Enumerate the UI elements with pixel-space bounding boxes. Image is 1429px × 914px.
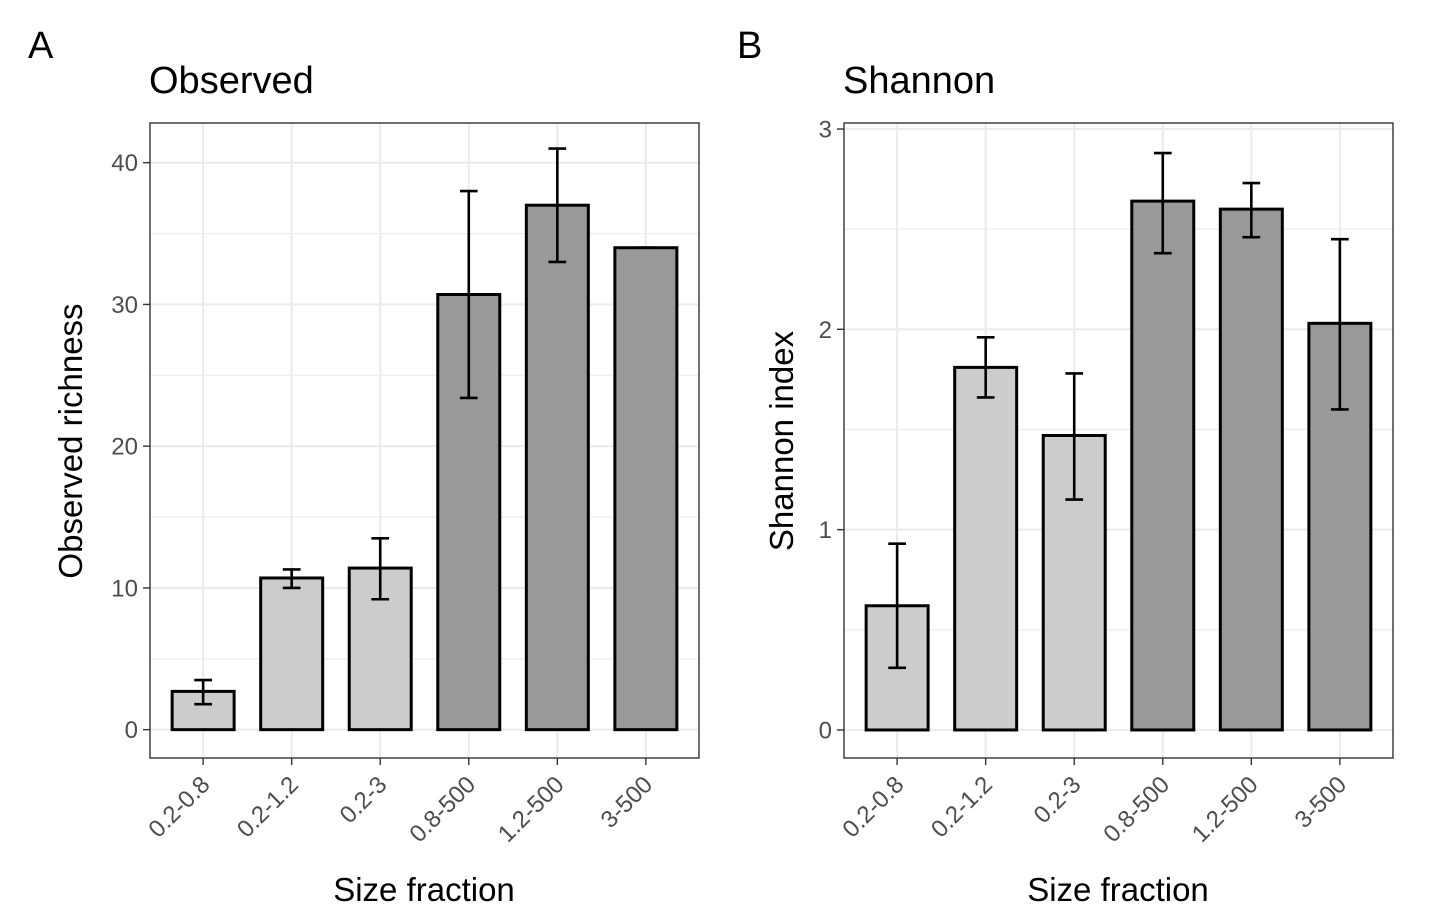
errorbar-1.2-500 — [548, 147, 567, 264]
y-tick-label: 40 — [111, 150, 138, 177]
y-tick-label: 30 — [111, 292, 138, 319]
panel-a-errorbars — [194, 147, 655, 706]
bar-3-500 — [613, 246, 679, 732]
errorbar-0.2-3 — [371, 537, 390, 601]
bar-0.2-1.2 — [259, 576, 325, 732]
errorbar-0.8-500 — [1153, 151, 1172, 255]
panel-b-errorbars — [888, 151, 1349, 670]
errorbar-0.2-3 — [1065, 372, 1084, 501]
errorbar-0.2-1.2 — [976, 336, 995, 399]
errorbar-0.8-500 — [459, 189, 478, 400]
errorbar-0.2-0.8 — [888, 542, 906, 670]
y-tick-label: 10 — [111, 575, 138, 602]
y-tick-label: 1 — [819, 517, 832, 544]
panel-a-title: Observed — [149, 60, 314, 102]
bar-0.2-1.2 — [953, 365, 1019, 732]
panel-b-y-axis-title: Shannon index — [763, 330, 800, 551]
y-tick-label: 0 — [819, 717, 832, 744]
panel-b-letter: B — [737, 25, 762, 67]
panel-b-x-axis-title: Size fraction — [1027, 871, 1209, 908]
errorbar-0.2-0.8 — [194, 678, 212, 706]
errorbar-1.2-500 — [1242, 181, 1261, 239]
y-tick-label: 3 — [819, 117, 832, 144]
panel-a-letter: A — [28, 25, 54, 67]
y-tick-label: 0 — [125, 717, 138, 744]
y-tick-label: 2 — [819, 317, 832, 344]
panel-b-title: Shannon — [843, 60, 995, 102]
panel-b-border — [843, 122, 1394, 759]
panel-a-y-axis-title: Observed richness — [52, 303, 89, 578]
bar-1.2-500 — [524, 203, 590, 732]
bar-0.8-500 — [1130, 199, 1196, 732]
panel-a-border — [149, 122, 700, 759]
panel-a-x-axis-title: Size fraction — [333, 871, 515, 908]
y-tick-label: 20 — [111, 434, 138, 461]
panel-b-y-axis: 0 1 2 3 — [819, 117, 844, 744]
errorbar-0.2-1.2 — [282, 568, 301, 590]
errorbar-3-500 — [1331, 237, 1349, 411]
bar-1.2-500 — [1218, 207, 1284, 732]
panel-b-bars — [864, 199, 1373, 732]
panel-a-y-axis: 0 10 20 30 40 — [111, 150, 150, 744]
